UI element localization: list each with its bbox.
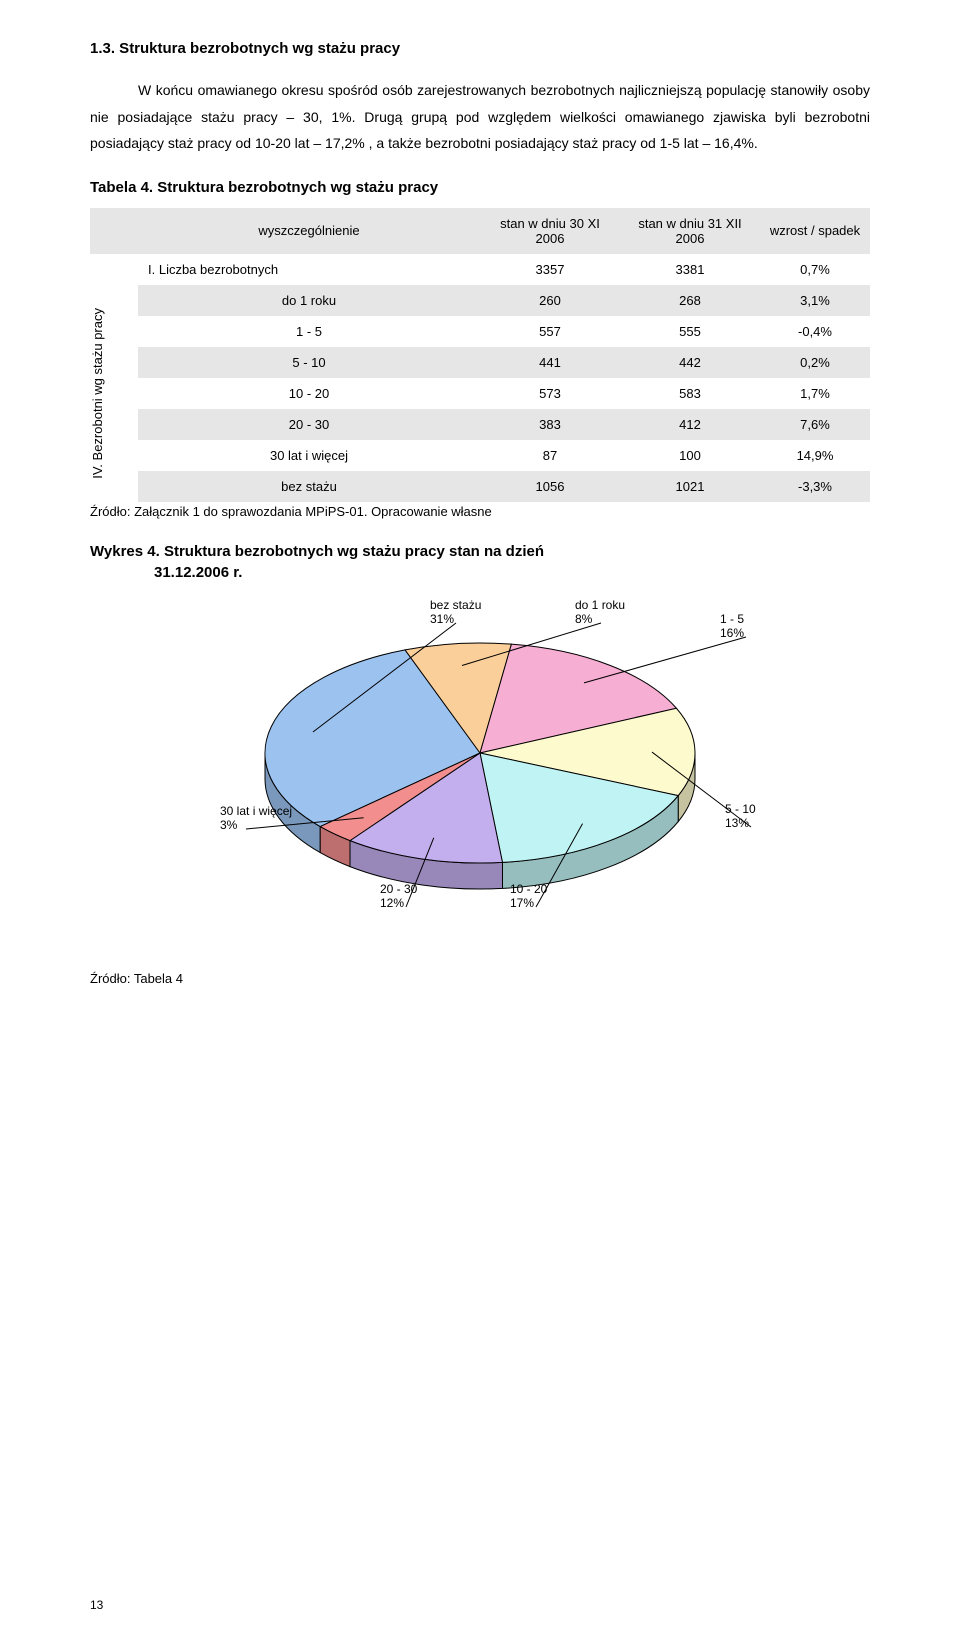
paragraph-1: W końcu omawianego okresu spośród osób z… <box>90 77 870 157</box>
pie-chart: bez stażu31% do 1 roku8% 1 - 516% 5 - 1013%… <box>180 593 780 923</box>
svg-text:bez stażu31%: bez stażu31% <box>430 598 481 626</box>
row-total-pct: 0,7% <box>760 254 870 285</box>
table-caption: Tabela 4. Struktura bezrobotnych wg staż… <box>90 179 870 196</box>
chart-source: Źródło: Tabela 4 <box>90 971 870 986</box>
table-row: bez stażu <box>138 471 480 502</box>
svg-text:1 - 516%: 1 - 516% <box>720 612 744 640</box>
col-header-1: wyszczególnienie <box>138 208 480 254</box>
table-row: 1 - 5 <box>138 316 480 347</box>
table-row: 10 - 20 <box>138 378 480 409</box>
col-header-4: wzrost / spadek <box>760 208 870 254</box>
col-header-2: stan w dniu 30 XI 2006 <box>480 208 620 254</box>
table-row: 30 lat i więcej <box>138 440 480 471</box>
data-table: wyszczególnienie stan w dniu 30 XI 2006 … <box>90 208 870 502</box>
svg-text:20 - 3012%: 20 - 3012% <box>380 882 418 910</box>
row-total-v31: 3381 <box>620 254 760 285</box>
page-number: 13 <box>90 1598 103 1612</box>
svg-text:do 1 roku8%: do 1 roku8% <box>575 598 625 626</box>
svg-text:5 - 1013%: 5 - 1013% <box>725 802 756 830</box>
section-title: 1.3. Struktura bezrobotnych wg stażu pra… <box>90 40 870 57</box>
table-row: do 1 roku <box>138 285 480 316</box>
col-header-3: stan w dniu 31 XII 2006 <box>620 208 760 254</box>
row-total-label: I. Liczba bezrobotnych <box>138 254 480 285</box>
table-source: Źródło: Załącznik 1 do sprawozdania MPiP… <box>90 504 870 519</box>
table-row: 20 - 30 <box>138 409 480 440</box>
table-side-label: IV. Bezrobotni wg stażu pracy <box>90 308 105 479</box>
chart-title: Wykres 4. Struktura bezrobotnych wg staż… <box>90 541 870 583</box>
row-total-v30: 3357 <box>480 254 620 285</box>
table-row: 5 - 10 <box>138 347 480 378</box>
